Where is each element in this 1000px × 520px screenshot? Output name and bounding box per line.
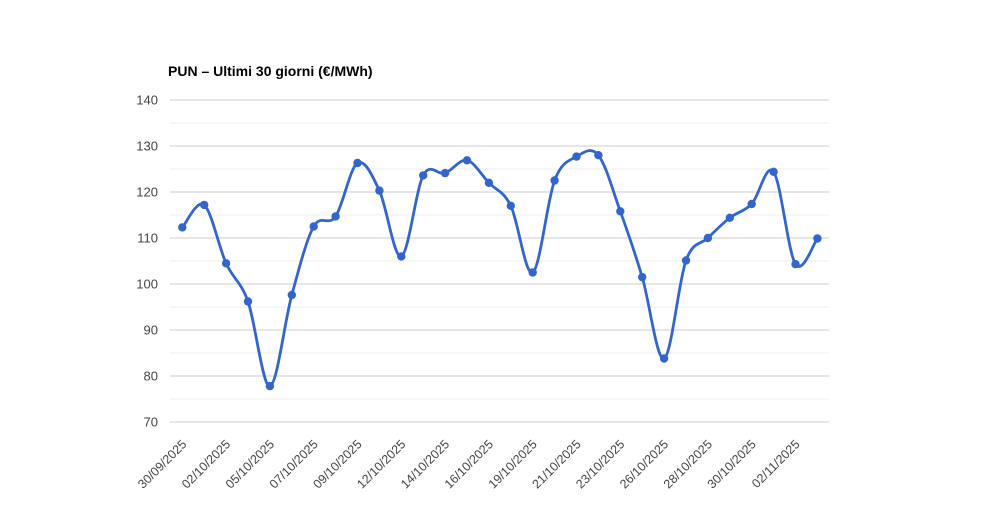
- data-point[interactable]: [572, 152, 581, 161]
- data-point[interactable]: [375, 186, 384, 195]
- data-point[interactable]: [813, 234, 822, 243]
- x-tick-label: 02/11/2025: [749, 437, 803, 491]
- data-point[interactable]: [243, 297, 253, 306]
- data-point[interactable]: [638, 272, 647, 282]
- y-tick-label: 100: [136, 277, 158, 292]
- data-point[interactable]: [178, 223, 187, 232]
- data-point[interactable]: [659, 354, 669, 363]
- y-tick-label: 140: [136, 93, 158, 108]
- data-point[interactable]: [681, 256, 691, 265]
- y-tick-label: 70: [144, 415, 158, 430]
- data-point[interactable]: [616, 207, 625, 216]
- data-point[interactable]: [309, 222, 318, 231]
- data-point[interactable]: [725, 213, 734, 222]
- chart-title: PUN – Ultimi 30 giorni (€/MWh): [168, 63, 373, 79]
- series-line: [180, 149, 819, 388]
- data-point[interactable]: [397, 252, 406, 261]
- data-point[interactable]: [791, 260, 800, 269]
- data-point[interactable]: [265, 381, 275, 391]
- data-point[interactable]: [528, 268, 537, 277]
- data-point[interactable]: [484, 178, 494, 187]
- data-point[interactable]: [353, 158, 362, 168]
- data-point[interactable]: [550, 176, 559, 185]
- y-tick-label: 110: [137, 231, 158, 246]
- y-tick-label: 130: [136, 139, 158, 154]
- data-point[interactable]: [506, 201, 515, 210]
- data-point[interactable]: [440, 168, 450, 178]
- y-tick-label: 90: [144, 323, 158, 338]
- y-tick-label: 80: [144, 369, 158, 384]
- data-point[interactable]: [747, 199, 756, 209]
- data-point[interactable]: [703, 233, 713, 243]
- data-point[interactable]: [287, 290, 296, 300]
- data-point[interactable]: [221, 259, 231, 268]
- data-point[interactable]: [331, 212, 340, 221]
- data-point[interactable]: [419, 171, 428, 180]
- data-point[interactable]: [769, 167, 778, 176]
- y-tick-label: 120: [136, 185, 158, 200]
- data-point[interactable]: [462, 156, 472, 165]
- data-point[interactable]: [594, 151, 603, 160]
- data-point[interactable]: [200, 200, 209, 210]
